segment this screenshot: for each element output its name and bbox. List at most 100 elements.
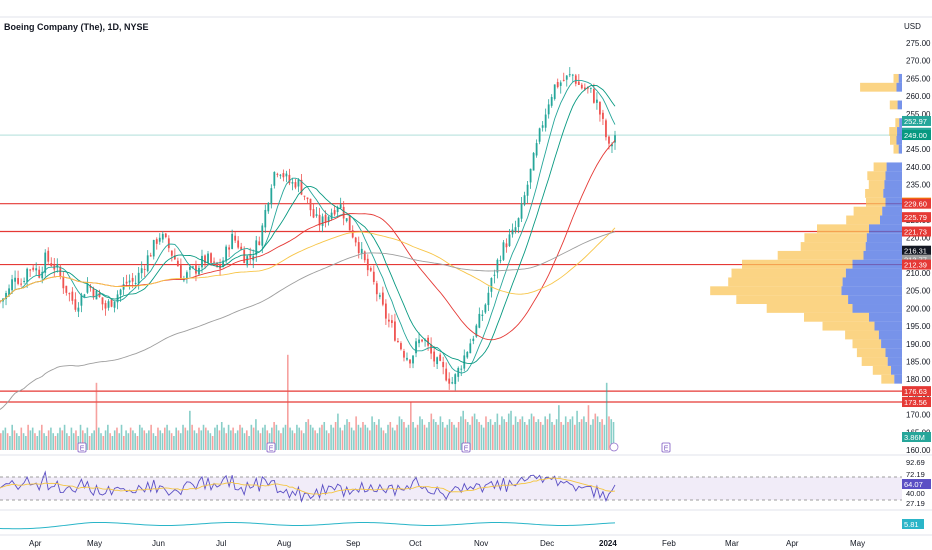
candle-body[interactable] [35,268,38,271]
candle-body[interactable] [210,253,212,263]
candle-body[interactable] [26,268,29,282]
candle-body[interactable] [282,173,285,178]
candle-body[interactable] [406,357,408,360]
candle-body[interactable] [137,272,140,284]
currency-label[interactable]: USD [904,22,921,31]
candle-body[interactable] [152,239,155,257]
candle-body[interactable] [258,241,261,246]
candle-body[interactable] [478,313,481,328]
candle-body[interactable] [134,282,137,284]
candle-body[interactable] [493,274,496,276]
candle-body[interactable] [538,128,541,142]
candle-body[interactable] [481,314,484,316]
candle-body[interactable] [288,174,291,184]
candle-body[interactable] [264,209,267,228]
earnings-marker-icon[interactable] [461,442,471,453]
candle-body[interactable] [336,207,339,213]
candle-body[interactable] [339,204,342,209]
candle-body[interactable] [23,280,26,282]
candle-body[interactable] [571,74,574,76]
candle-body[interactable] [14,277,16,282]
candle-body[interactable] [529,168,532,183]
candle-body[interactable] [403,351,405,358]
candle-body[interactable] [412,355,414,364]
earnings-marker-icon[interactable] [661,442,671,453]
candle-body[interactable] [596,99,598,103]
candle-body[interactable] [173,255,176,260]
candle-body[interactable] [276,173,279,175]
candle-body[interactable] [74,299,77,310]
candle-body[interactable] [333,210,336,215]
candle-body[interactable] [140,268,143,274]
candle-body[interactable] [213,261,215,263]
candle-body[interactable] [5,292,7,300]
candle-body[interactable] [267,202,270,212]
candle-body[interactable] [80,294,83,306]
candle-body[interactable] [291,182,294,184]
candle-body[interactable] [439,354,442,361]
candle-body[interactable] [427,337,429,346]
candle-body[interactable] [357,242,360,254]
candle-body[interactable] [475,325,478,337]
candle-body[interactable] [8,288,10,296]
candle-body[interactable] [149,255,152,257]
candle-body[interactable] [418,339,420,344]
candle-body[interactable] [614,135,616,143]
symbol-title[interactable]: Boeing Company (The), 1D, NYSE [4,22,149,32]
candle-body[interactable] [394,321,396,341]
candle-body[interactable] [321,216,324,226]
candle-body[interactable] [237,240,240,248]
candle-body[interactable] [249,255,252,258]
candle-body[interactable] [589,87,592,89]
candle-body[interactable] [225,246,228,262]
candle-body[interactable] [216,262,218,267]
candle-body[interactable] [448,378,451,384]
candle-body[interactable] [327,216,330,223]
candle-body[interactable] [592,89,595,103]
candle-body[interactable] [580,84,583,89]
candle-body[interactable] [101,297,104,305]
candle-body[interactable] [234,235,237,241]
candle-body[interactable] [113,301,116,308]
candle-body[interactable] [415,341,417,354]
candle-body[interactable] [201,255,203,268]
earnings-marker-icon[interactable] [266,442,276,453]
candle-body[interactable] [496,259,499,273]
candle-body[interactable] [56,264,59,268]
candle-body[interactable] [505,243,508,248]
candle-body[interactable] [285,173,288,177]
candle-body[interactable] [71,291,74,301]
candle-body[interactable] [315,214,318,216]
candle-body[interactable] [207,253,209,263]
candle-body[interactable] [270,188,273,205]
candle-body[interactable] [442,362,445,368]
candle-body[interactable] [104,303,107,309]
candle-body[interactable] [574,75,577,84]
candle-body[interactable] [228,247,231,250]
candle-body[interactable] [38,269,41,278]
candle-body[interactable] [351,230,354,238]
candle-body[interactable] [47,250,50,262]
candle-body[interactable] [559,82,562,86]
candle-body[interactable] [167,238,170,249]
candle-body[interactable] [547,104,550,115]
candle-body[interactable] [550,97,553,106]
candle-body[interactable] [59,266,62,277]
candle-body[interactable] [599,101,601,115]
candle-body[interactable] [499,260,502,262]
candle-body[interactable] [553,84,556,99]
candle-body[interactable] [454,374,457,385]
candle-body[interactable] [222,260,224,267]
candle-body[interactable] [514,227,517,232]
candle-body[interactable] [342,206,345,219]
candle-body[interactable] [451,382,454,384]
candle-body[interactable] [125,281,128,284]
candle-body[interactable] [255,240,258,255]
candle-body[interactable] [387,319,390,322]
candle-body[interactable] [294,182,297,188]
candle-body[interactable] [472,338,475,342]
candle-body[interactable] [568,74,571,76]
candle-body[interactable] [378,295,381,297]
candle-body[interactable] [240,246,243,250]
